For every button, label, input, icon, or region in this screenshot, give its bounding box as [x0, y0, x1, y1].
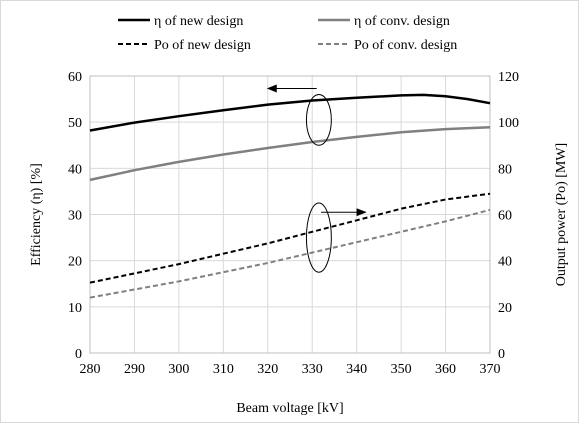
plot-frame — [89, 75, 491, 354]
x-tick-label: 290 — [124, 362, 145, 377]
y2-tick-label: 120 — [498, 70, 519, 85]
series-layer — [89, 93, 491, 299]
legend-label-0: η of new design — [154, 14, 243, 29]
x-tick-label: 370 — [480, 362, 501, 377]
x-axis-ticks: 280 290 300 310 320 330 340 350 360 370 — [80, 362, 501, 377]
y2-axis-title: Output power (Po) [MW] — [554, 143, 569, 286]
y2-tick-label: 100 — [498, 116, 519, 131]
x-tick-label: 360 — [435, 362, 456, 377]
series-line-2 — [89, 192, 491, 284]
x-tick-label: 320 — [257, 362, 278, 377]
y-tick-label: 50 — [68, 116, 82, 131]
y-tick-label: 20 — [68, 255, 82, 270]
y2-tick-label: 40 — [498, 255, 512, 270]
plot-area-border — [89, 75, 491, 354]
x-tick-label: 310 — [213, 362, 234, 377]
y-axis-title: Efficiency (η) [%] — [29, 163, 44, 266]
x-tick-label: 330 — [302, 362, 323, 377]
series-line-1 — [89, 125, 491, 182]
series-line-0 — [89, 93, 491, 132]
y2-tick-label: 80 — [498, 162, 512, 177]
y-tick-label: 30 — [68, 209, 82, 224]
y2-tick-label: 20 — [498, 301, 512, 316]
annotation-layer — [266, 84, 367, 273]
y-tick-label: 10 — [68, 301, 82, 316]
y-tick-label: 0 — [75, 347, 82, 362]
legend-entry-2: Po of new design — [118, 38, 251, 53]
legend-entry-3: Po of conv. design — [318, 38, 457, 53]
legend-entry-0: η of new design — [118, 14, 243, 29]
x-tick-label: 280 — [80, 362, 101, 377]
x-axis-title: Beam voltage [kV] — [236, 401, 343, 416]
legend-entry-1: η of conv. design — [318, 14, 450, 29]
series-line-3 — [89, 208, 491, 299]
annotation-ellipse-1 — [305, 202, 332, 273]
legend-label-1: η of conv. design — [354, 14, 450, 29]
annotation-ellipse-0 — [305, 93, 332, 146]
legend: η of new design η of conv. design Po of ne… — [118, 14, 457, 53]
y2-tick-label: 60 — [498, 209, 512, 224]
x-tick-label: 350 — [391, 362, 412, 377]
legend-label-3: Po of conv. design — [354, 38, 457, 53]
x-tick-label: 300 — [168, 362, 189, 377]
y-axis-ticks: 0 10 20 30 40 50 60 — [68, 70, 82, 362]
y-tick-label: 60 — [68, 70, 82, 85]
legend-label-2: Po of new design — [154, 38, 251, 53]
y2-tick-label: 0 — [498, 347, 505, 362]
y-tick-label: 40 — [68, 162, 82, 177]
x-tick-label: 340 — [346, 362, 367, 377]
y2-axis-ticks: 0 20 40 60 80 100 120 — [498, 70, 519, 362]
